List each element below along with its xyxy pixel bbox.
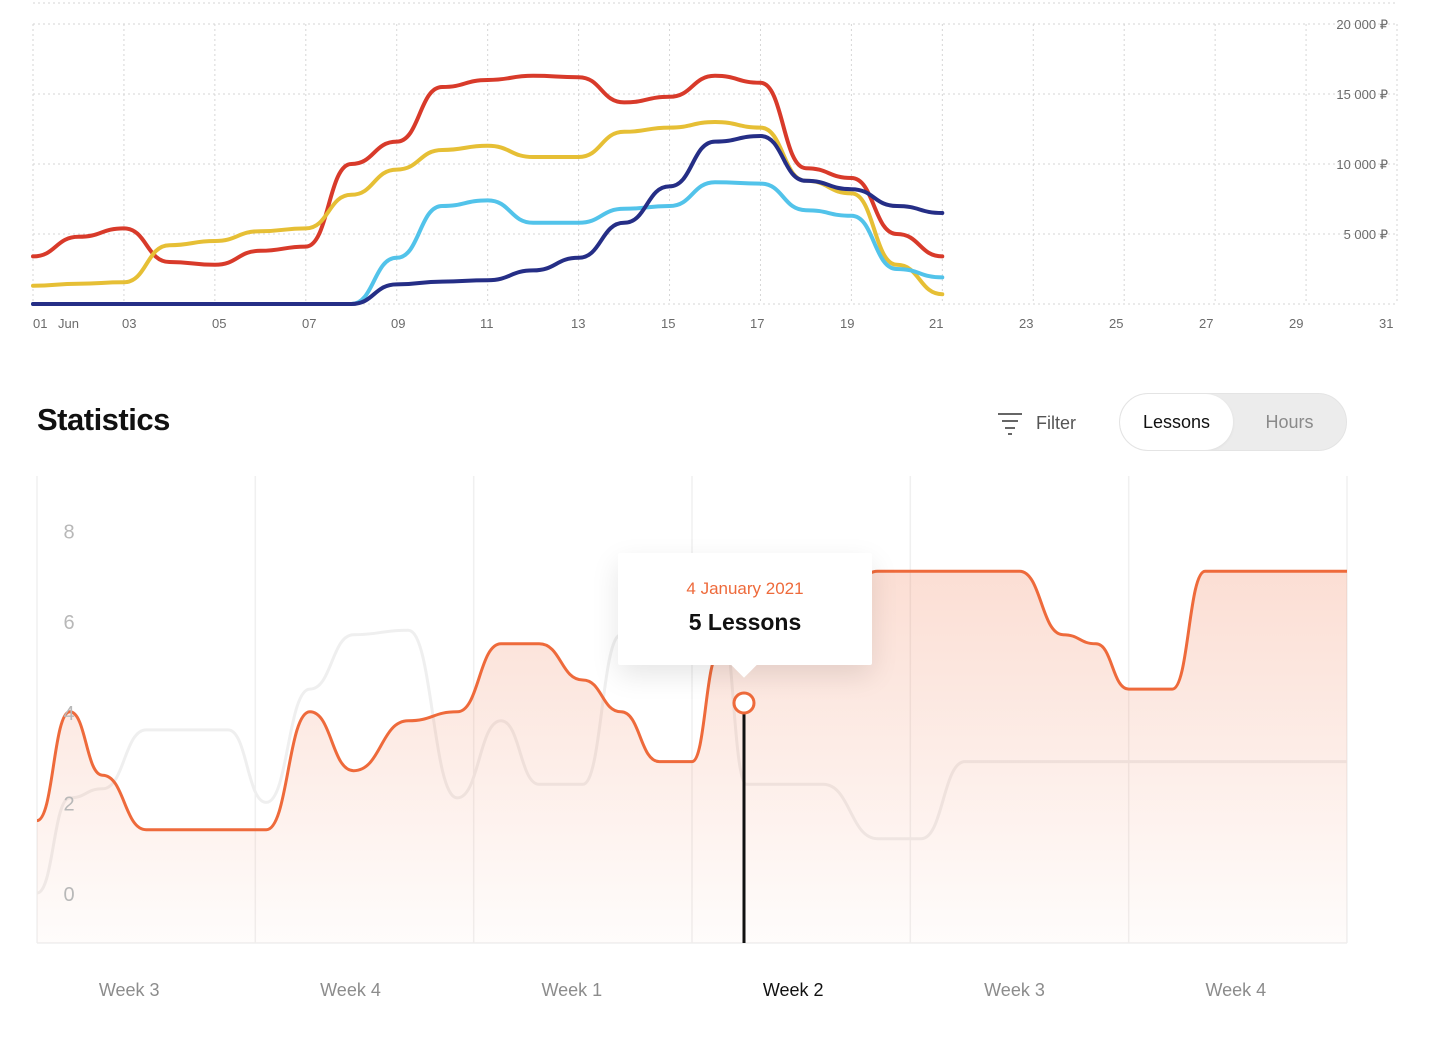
series-line-red <box>31 73 945 267</box>
x-week-label[interactable]: Week 4 <box>320 980 381 1000</box>
x-tick-label: 23 <box>1019 316 1033 331</box>
filter-button[interactable]: Filter <box>996 408 1076 438</box>
y-tick-label: 4 <box>63 703 74 725</box>
tooltip-value: 5 Lessons <box>688 609 802 635</box>
lessons-line <box>36 569 1347 832</box>
x-tick-label: 11 <box>480 316 494 331</box>
y-tick-label: 20 000 ₽ <box>1336 17 1388 32</box>
y-tick-label: 8 <box>63 521 74 543</box>
x-tick-label: 25 <box>1109 316 1123 331</box>
x-week-label[interactable]: Week 3 <box>984 980 1045 1000</box>
revenue-line-chart: 20 000 ₽ 15 000 ₽ 10 000 ₽ 5 000 ₽ 01 Jun 03 05… <box>31 2 1398 331</box>
tooltip-date: 4 January 2021 <box>686 579 804 598</box>
page-title: Statistics <box>37 402 170 437</box>
x-tick-label: 07 <box>302 316 316 331</box>
x-tick-label: 29 <box>1289 316 1303 331</box>
y-tick-label: 5 000 ₽ <box>1344 227 1388 242</box>
y-tick-label: 10 000 ₽ <box>1336 157 1388 172</box>
x-week-label[interactable]: Week 4 <box>1205 980 1266 1000</box>
chart-tooltip: 4 January 2021 5 Lessons <box>618 553 872 678</box>
x-week-label[interactable]: Week 3 <box>99 980 160 1000</box>
lessons-hours-toggle[interactable]: Lessons Hours <box>1119 393 1347 451</box>
x-tick-label: 19 <box>840 316 854 331</box>
y-tick-label: 6 <box>63 612 74 634</box>
x-week-label[interactable]: Week 2 <box>763 980 824 1000</box>
toggle-lessons[interactable]: Lessons <box>1120 394 1233 450</box>
x-tick-label: 13 <box>571 316 585 331</box>
x-tick-label: 03 <box>122 316 136 331</box>
x-tick-label: 21 <box>929 316 943 331</box>
x-tick-label: 09 <box>391 316 405 331</box>
statistics-area-chart: 8 6 4 2 0 Week 3 Week 4 Week 1 Week 2 Week 3 Week … <box>36 476 1348 1000</box>
x-tick-label: Jun <box>58 316 79 331</box>
x-tick-label: 27 <box>1199 316 1213 331</box>
x-tick-label: 15 <box>661 316 675 331</box>
x-tick-label: 01 <box>33 316 47 331</box>
hover-point[interactable] <box>732 691 756 715</box>
filter-label: Filter <box>1036 412 1076 433</box>
y-tick-label: 2 <box>63 793 74 815</box>
series-line-navy <box>31 133 945 307</box>
statistics-header: Statistics Filter Lessons Hours <box>0 380 1438 460</box>
lessons-area <box>37 571 1347 943</box>
y-tick-label: 15 000 ₽ <box>1336 87 1388 102</box>
x-tick-label: 17 <box>750 316 764 331</box>
toggle-hours[interactable]: Hours <box>1265 411 1314 432</box>
filter-icon <box>998 413 1022 435</box>
x-tick-label: 05 <box>212 316 226 331</box>
x-tick-label: 31 <box>1379 316 1393 331</box>
y-tick-label: 0 <box>63 884 74 906</box>
series-line-yellow <box>31 119 945 297</box>
x-week-label[interactable]: Week 1 <box>541 980 602 1000</box>
